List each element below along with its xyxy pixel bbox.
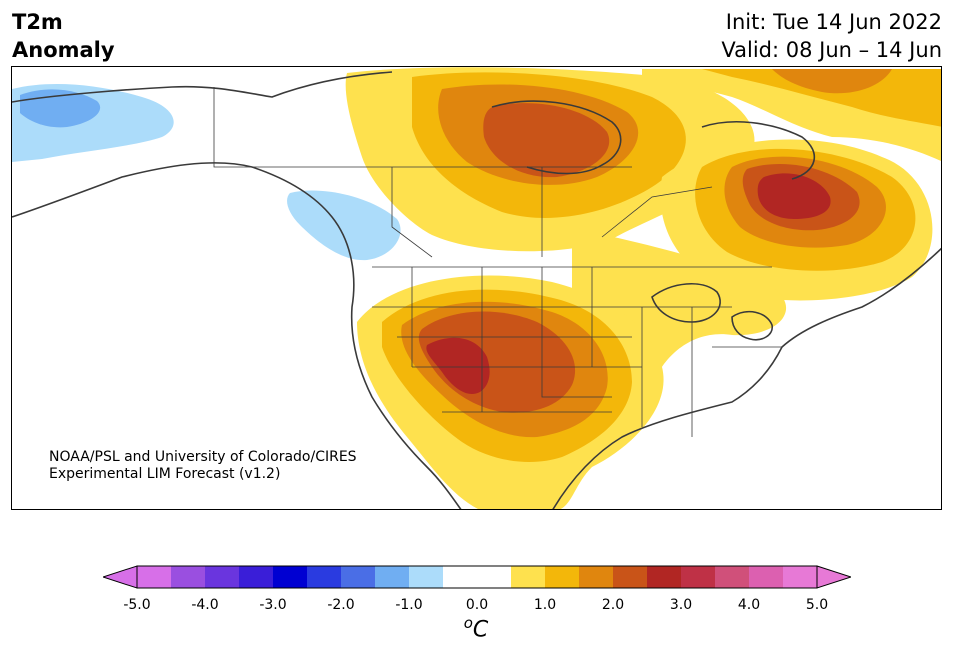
colorbar-segment [375, 566, 410, 588]
colorbar-under-arrow [103, 565, 138, 589]
colorbar-segment [783, 566, 818, 588]
credit-line-2: Experimental LIM Forecast (v1.2) [49, 466, 281, 482]
forecast-credit: NOAA/PSL and University of Colorado/CIRE… [49, 449, 357, 483]
colorbar-tick-label: -4.0 [191, 597, 219, 613]
valid-range: Valid: 08 Jun – 14 Jun [721, 38, 942, 62]
alaska-cold-anomaly [12, 83, 174, 162]
unit-base: C [472, 617, 489, 643]
unit-superscript: o [463, 614, 473, 632]
colorbar-segment [477, 566, 512, 588]
color-scale-bar [103, 565, 851, 589]
colorbar-tick-label: 2.0 [601, 597, 625, 613]
southwest-warm-anomaly [357, 275, 664, 509]
colorbar-tick-label: -3.0 [259, 597, 287, 613]
colorbar-segment [715, 566, 750, 588]
colorbar-segment [749, 566, 784, 588]
colorbar-segment [545, 566, 580, 588]
colorbar-tick-label: -5.0 [123, 597, 151, 613]
colorbar-tick-label: 1.0 [533, 597, 557, 613]
forecast-dates: Init: Tue 14 Jun 2022 Valid: 08 Jun – 14… [721, 8, 942, 64]
colorbar-segment [307, 566, 342, 588]
colorbar-segment [511, 566, 546, 588]
colorbar-tick-label: 5.0 [805, 597, 829, 613]
colorbar-segment [647, 566, 682, 588]
map-title: T2m Anomaly [12, 8, 115, 64]
colorbar-segment [443, 566, 478, 588]
init-date: Init: Tue 14 Jun 2022 [725, 10, 942, 34]
credit-line-1: NOAA/PSL and University of Colorado/CIRE… [49, 449, 357, 465]
unit-label: oC [464, 614, 489, 642]
title-line-2: Anomaly [12, 38, 115, 62]
quebec-warm-anomaly [660, 139, 933, 301]
colorbar-segment [613, 566, 648, 588]
political-borders [213, 87, 782, 437]
anomaly-map [11, 66, 942, 510]
colorbar-segment [171, 566, 206, 588]
coastlines [12, 71, 941, 509]
colorbar-segment [239, 566, 274, 588]
colorbar-tick-label: 3.0 [669, 597, 693, 613]
colorbar-segment [409, 566, 444, 588]
colorbar-tick-label: 0.0 [465, 597, 489, 613]
bc-cold-anomaly [287, 190, 401, 261]
colorbar-tick-label: 4.0 [737, 597, 761, 613]
colorbar-segment [341, 566, 376, 588]
colorbar-segment [273, 566, 308, 588]
colorbar-over-arrow [816, 565, 851, 589]
colorbar-segment [579, 566, 614, 588]
colorbar-segment [681, 566, 716, 588]
canada-warm-anomaly [345, 67, 755, 252]
arctic-warm-anomaly [642, 69, 941, 162]
colorbar-tick-label: -2.0 [327, 597, 355, 613]
colorbar-segment [137, 566, 172, 588]
colorbar-segment [205, 566, 240, 588]
colorbar-frame [136, 565, 818, 589]
title-line-1: T2m [12, 10, 63, 34]
colorbar-tick-label: -1.0 [395, 597, 423, 613]
